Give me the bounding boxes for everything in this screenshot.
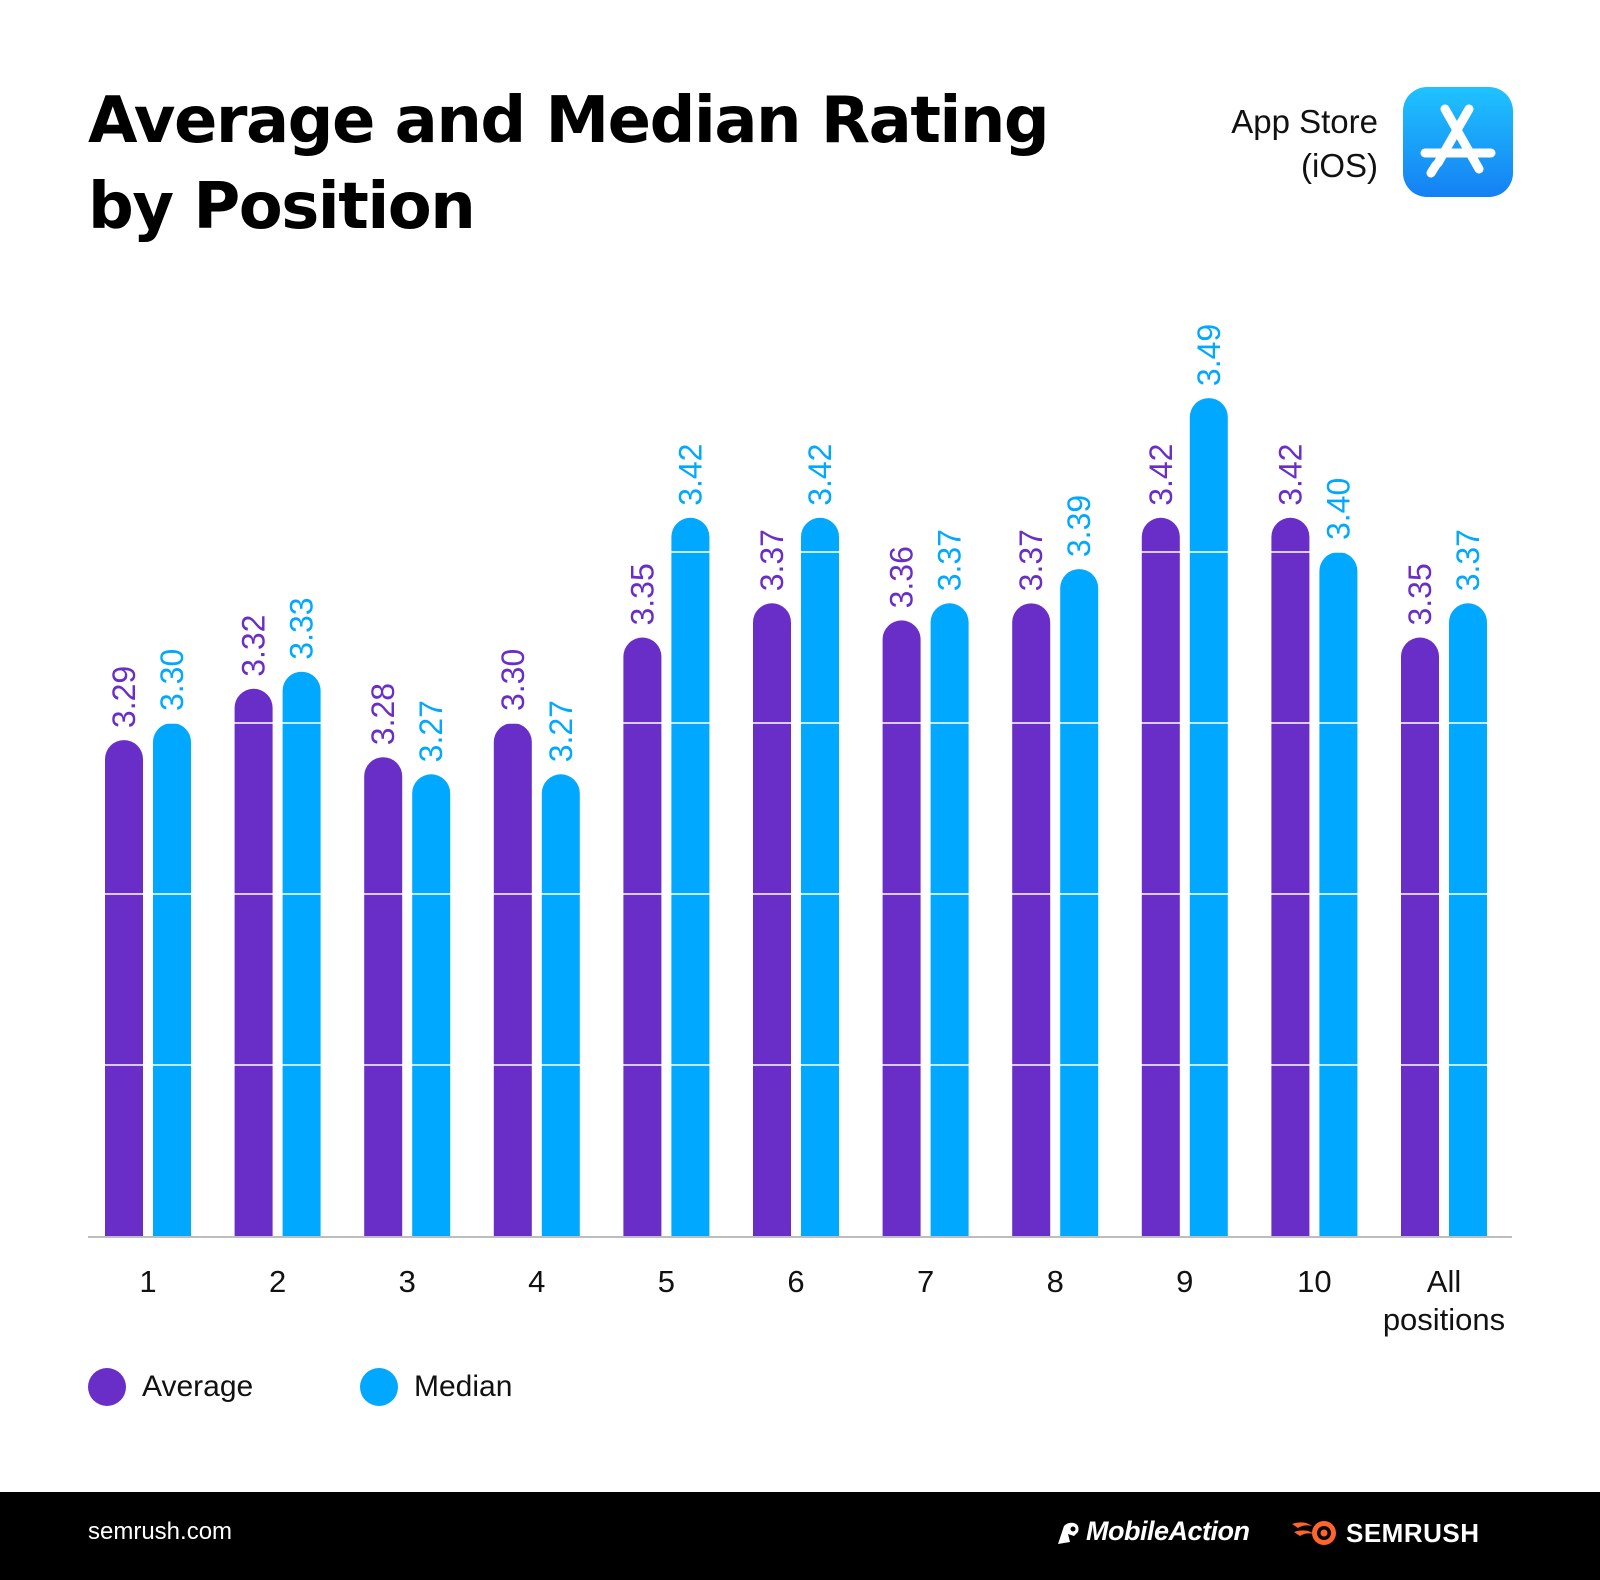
semrush-flame-icon <box>1292 1521 1336 1545</box>
store-label: App Store (iOS) <box>1118 100 1378 188</box>
value-label-average-6: 3.37 <box>754 529 790 591</box>
category-label-3: 3 <box>399 1264 416 1299</box>
bar-average-7 <box>882 620 921 1236</box>
value-labels-group: 3.29 3.30 3.32 3.33 3.28 3.27 3.30 3.27 3.35 3.42… <box>106 324 1486 762</box>
value-label-median-5: 3.42 <box>672 444 708 506</box>
value-label-average-2: 3.32 <box>236 615 272 677</box>
value-label-median-9: 3.49 <box>1191 324 1227 386</box>
category-label-all-positions-line2: positions <box>1383 1302 1505 1337</box>
bar-median-8 <box>1060 569 1099 1236</box>
bar-average-5 <box>623 637 662 1236</box>
bar-chart: 3.29 3.30 3.32 3.33 3.28 3.27 3.30 3.27 3.35 3.42… <box>88 324 1512 1337</box>
value-label-average-4: 3.30 <box>495 649 531 711</box>
bar-median-6 <box>801 517 839 1236</box>
chart-title-line1: Average and Median Rating <box>88 84 1050 158</box>
legend-swatch-average <box>88 1368 126 1406</box>
category-label-5: 5 <box>658 1264 675 1299</box>
bar-median-all-positions <box>1449 603 1487 1236</box>
bar-average-1 <box>105 740 143 1236</box>
value-label-median-7: 3.37 <box>932 529 968 591</box>
bar-average-6 <box>753 603 791 1236</box>
bar-average-3 <box>364 757 403 1236</box>
bar-average-4 <box>493 723 532 1236</box>
value-label-median-all-positions: 3.37 <box>1450 529 1486 591</box>
bar-average-2 <box>234 688 273 1236</box>
value-label-average-10: 3.42 <box>1272 444 1308 506</box>
value-label-median-4: 3.27 <box>543 700 579 762</box>
gridlines-group <box>88 551 1512 1066</box>
bar-median-2 <box>282 671 321 1236</box>
value-label-median-2: 3.33 <box>284 597 320 659</box>
legend-label-median: Median <box>414 1370 513 1403</box>
category-label-2: 2 <box>269 1264 286 1299</box>
chart-title: Average and Median Rating by Position <box>88 78 1088 250</box>
bar-median-5 <box>671 517 710 1236</box>
category-label-all-positions-line1: All <box>1427 1264 1461 1299</box>
footer-bar: semrush.com MobileAction SEMRUSH <box>0 1492 1600 1580</box>
bar-average-10 <box>1271 517 1310 1236</box>
category-label-4: 4 <box>528 1264 545 1299</box>
bars-group <box>105 398 1487 1236</box>
chart-title-line2: by Position <box>88 170 476 244</box>
value-label-median-10: 3.40 <box>1320 478 1356 540</box>
category-label-1: 1 <box>139 1264 156 1299</box>
category-label-7: 7 <box>917 1264 934 1299</box>
bar-median-3 <box>412 774 451 1236</box>
value-label-median-3: 3.27 <box>413 700 449 762</box>
value-label-average-5: 3.35 <box>624 563 660 625</box>
mobileaction-icon <box>1058 1522 1079 1544</box>
value-label-average-9: 3.42 <box>1143 444 1179 506</box>
value-label-median-6: 3.42 <box>802 444 838 506</box>
bar-average-8 <box>1012 603 1051 1236</box>
category-label-8: 8 <box>1047 1264 1064 1299</box>
value-label-average-1: 3.29 <box>106 666 142 728</box>
bar-median-1 <box>153 723 191 1236</box>
value-label-average-7: 3.36 <box>884 546 920 608</box>
category-label-9: 9 <box>1176 1264 1193 1299</box>
footer-url: semrush.com <box>88 1518 233 1545</box>
store-label-line2: (iOS) <box>1301 147 1378 184</box>
bar-average-9 <box>1141 517 1180 1236</box>
bar-median-4 <box>541 774 580 1236</box>
store-label-line1: App Store <box>1231 103 1378 140</box>
category-label-10: 10 <box>1297 1264 1331 1299</box>
bar-median-7 <box>930 603 969 1236</box>
legend-swatch-median <box>360 1368 398 1406</box>
value-label-average-8: 3.37 <box>1013 529 1049 591</box>
mobileaction-wordmark: MobileAction <box>1086 1516 1250 1546</box>
legend-label-average: Average <box>142 1370 254 1403</box>
bar-average-all-positions <box>1401 637 1439 1236</box>
value-label-average-all-positions: 3.35 <box>1402 563 1438 625</box>
value-label-average-3: 3.28 <box>365 683 401 745</box>
value-label-median-1: 3.30 <box>154 649 190 711</box>
app-store-icon <box>1403 87 1513 197</box>
category-label-6: 6 <box>787 1264 804 1299</box>
bar-median-9 <box>1189 398 1228 1236</box>
semrush-wordmark: SEMRUSH <box>1346 1518 1480 1548</box>
value-label-median-8: 3.39 <box>1061 495 1097 557</box>
